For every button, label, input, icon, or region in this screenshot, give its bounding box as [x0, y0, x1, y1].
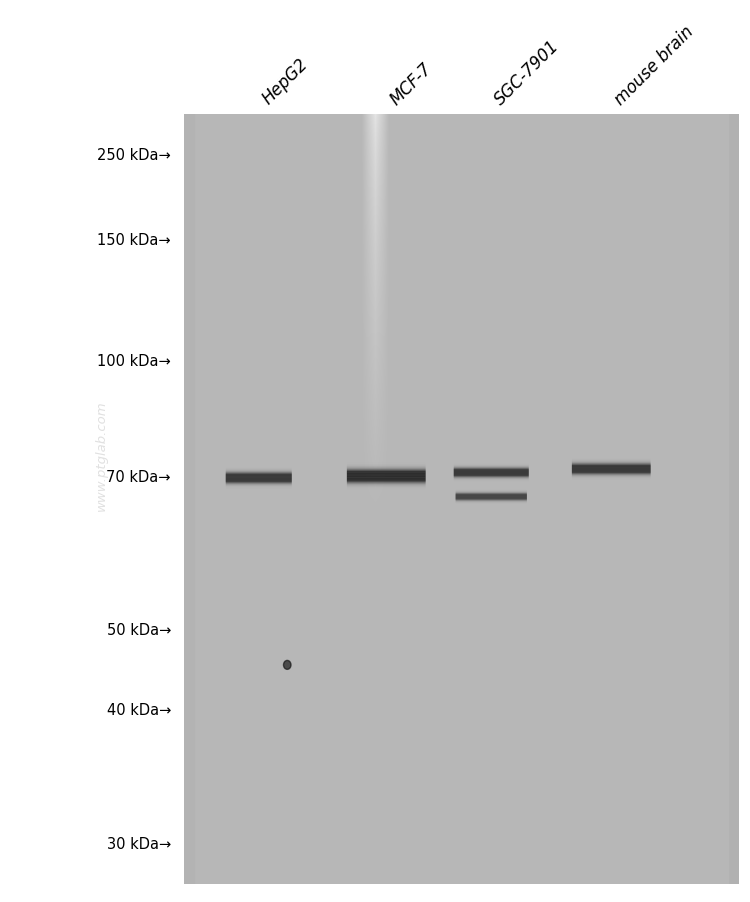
Text: MCF-7: MCF-7 [386, 60, 435, 108]
Text: HepG2: HepG2 [259, 56, 311, 108]
Text: 250 kDa→: 250 kDa→ [98, 148, 171, 163]
Text: 100 kDa→: 100 kDa→ [98, 354, 171, 369]
Circle shape [284, 660, 291, 669]
Text: www.ptglab.com: www.ptglab.com [94, 400, 108, 511]
Text: SGC-7901: SGC-7901 [491, 37, 563, 108]
Text: 150 kDa→: 150 kDa→ [98, 233, 171, 248]
Text: 30 kDa→: 30 kDa→ [106, 836, 171, 851]
Text: mouse brain: mouse brain [611, 23, 698, 108]
Text: 70 kDa→: 70 kDa→ [106, 470, 171, 485]
Text: 40 kDa→: 40 kDa→ [106, 703, 171, 717]
Text: 50 kDa→: 50 kDa→ [106, 621, 171, 637]
